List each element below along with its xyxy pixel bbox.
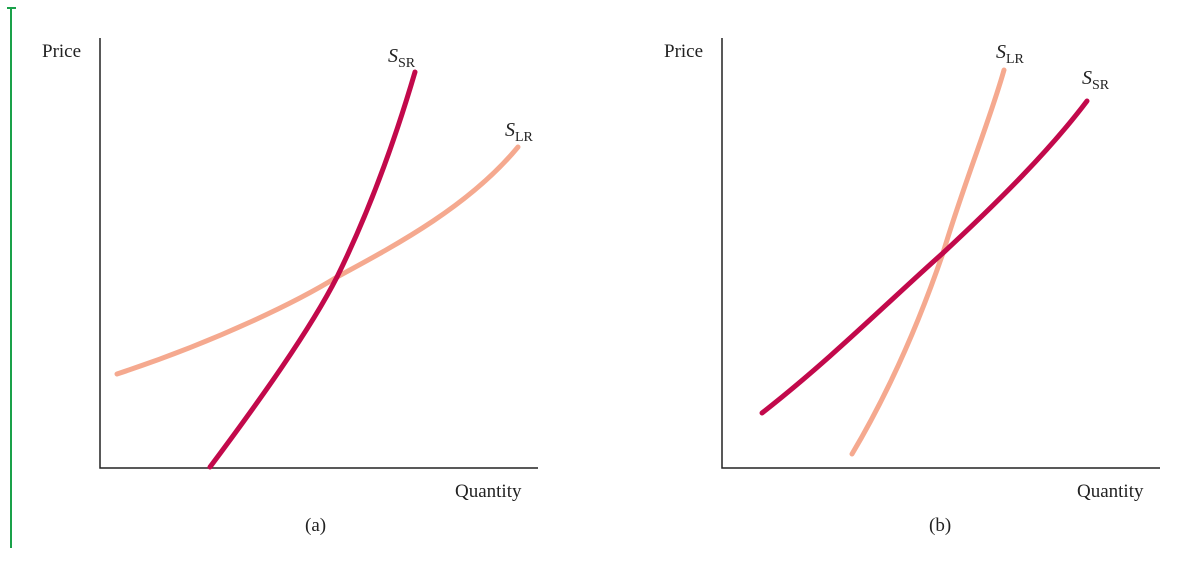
margin-bar <box>7 7 16 548</box>
panel-b-short-run-supply-curve <box>759 98 1090 416</box>
panel-b-y-axis-label: Price <box>664 41 703 62</box>
panel-a-y-axis-label: Price <box>42 41 81 62</box>
panel-a-label-s-sr: SSR <box>388 45 416 71</box>
panel-b-label-s-lr: SLR <box>996 41 1025 67</box>
panel-a-long-run-supply-curve <box>114 144 521 377</box>
panel-a-axes <box>99 38 538 469</box>
panel-b-label-s-sr: SSR <box>1082 67 1110 93</box>
panel-a-caption: (a) <box>305 515 326 536</box>
panel-a-short-run-supply-curve <box>207 69 418 470</box>
panel-a: Price Quantity SSR SLR (a) <box>42 38 538 536</box>
panel-b: Price Quantity SLR SSR (b) <box>664 38 1160 536</box>
panel-b-axes <box>721 38 1160 469</box>
panel-b-x-axis-label: Quantity <box>1077 481 1144 502</box>
panel-a-x-axis-label: Quantity <box>455 481 522 502</box>
panel-a-label-s-lr: SLR <box>505 119 534 145</box>
panel-b-long-run-supply-curve <box>849 67 1007 457</box>
panel-b-caption: (b) <box>929 515 951 536</box>
